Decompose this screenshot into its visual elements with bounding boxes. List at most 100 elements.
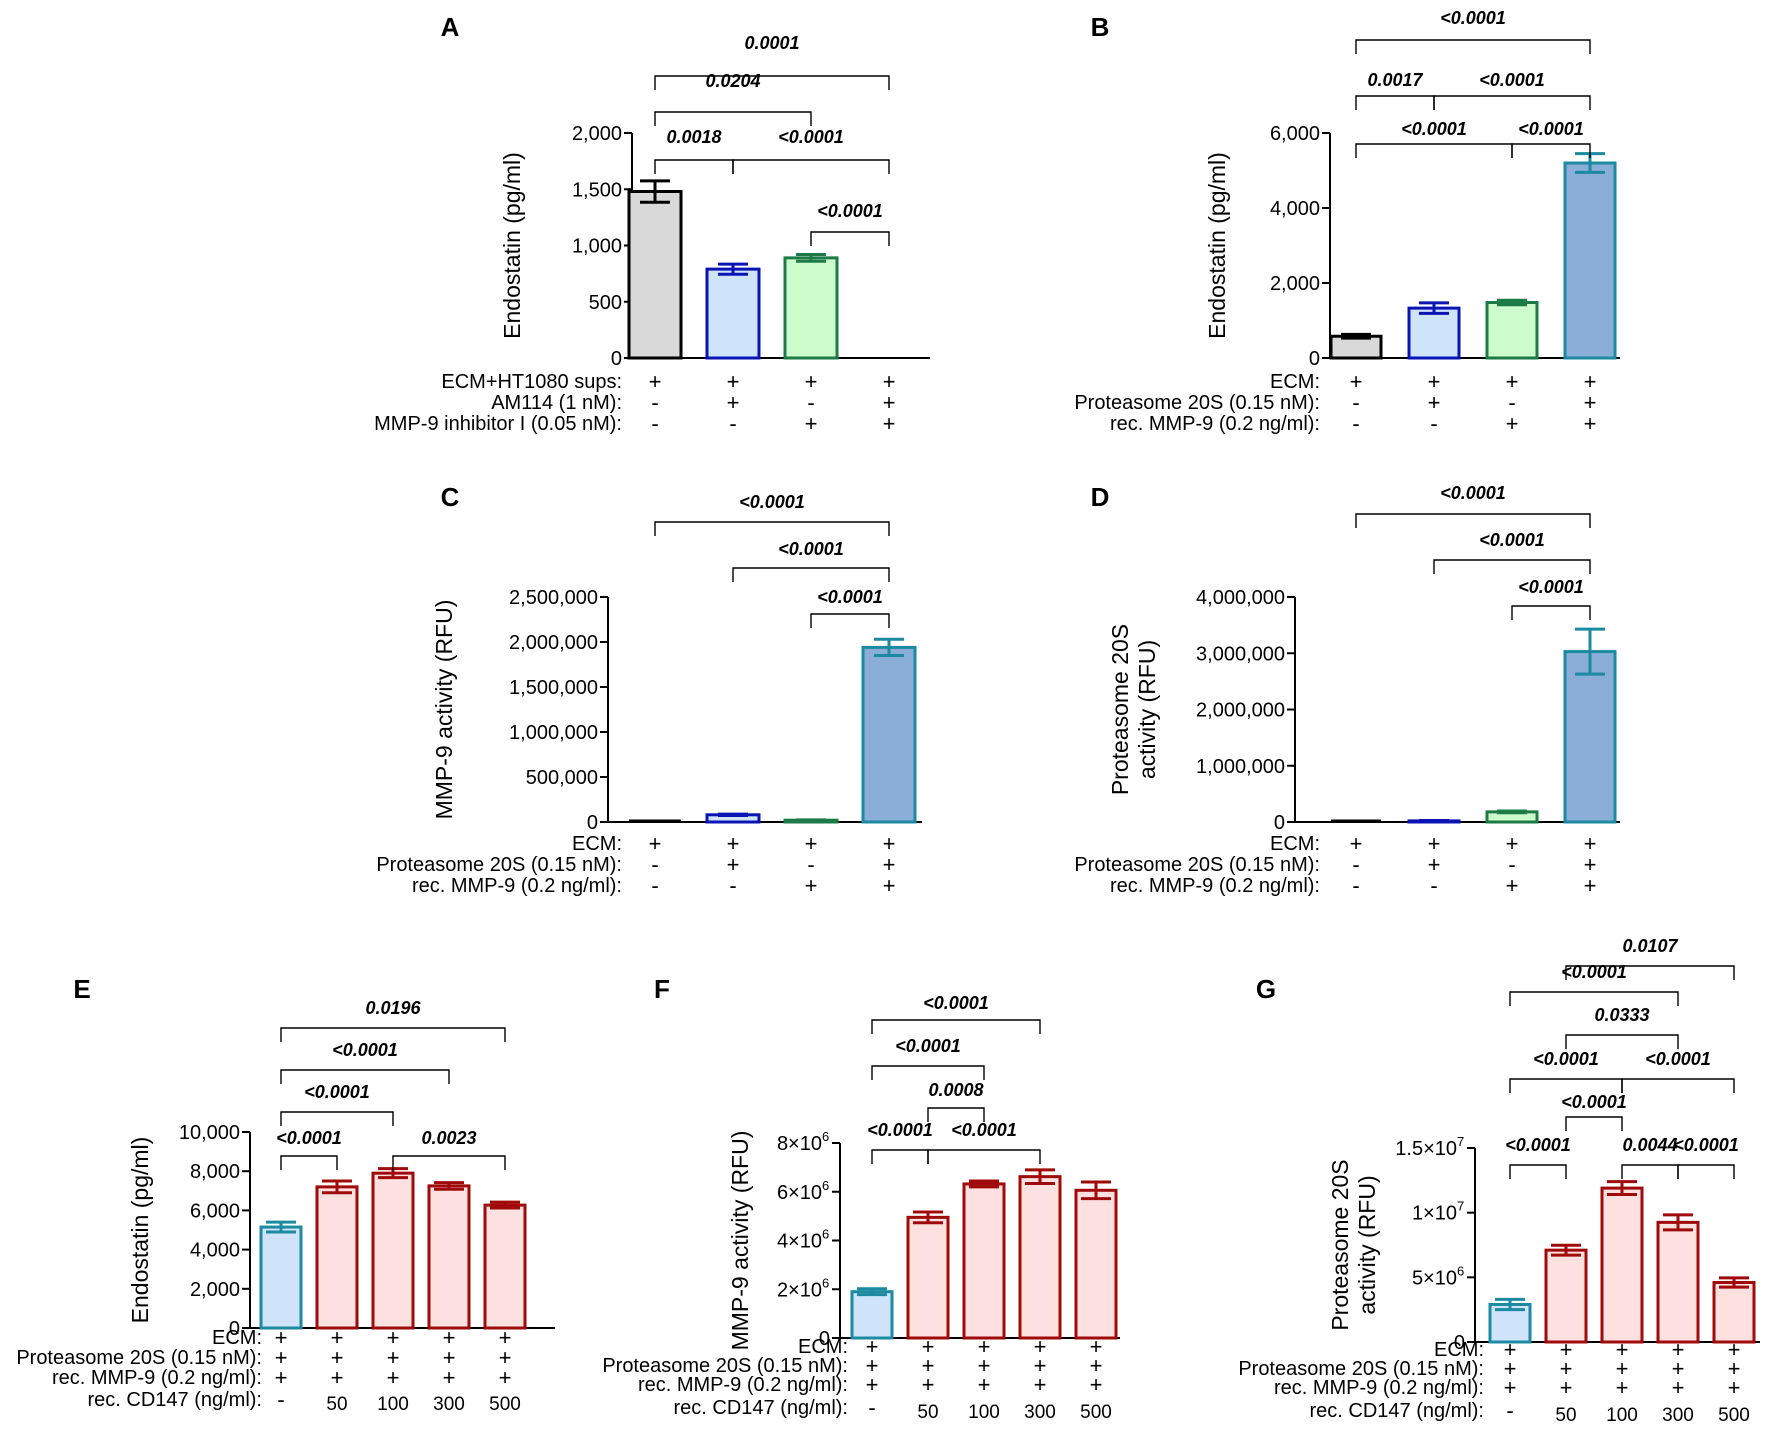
error-bar xyxy=(1419,301,1449,315)
p-value-label: 0.0204 xyxy=(705,71,760,91)
error-bar xyxy=(1081,1180,1111,1201)
treatment-label: rec. CD147 (ng/ml): xyxy=(88,1389,263,1411)
y-tick-label: 2,000 xyxy=(1270,273,1320,295)
treatment-value: + xyxy=(805,369,818,394)
treatment-value: + xyxy=(1506,831,1519,856)
significance-bracket: <0.0001 xyxy=(1511,577,1591,620)
significance-bracket: 0.0196 xyxy=(280,998,506,1042)
error-bar xyxy=(913,1210,943,1225)
y-axis-label: MMP-9 activity (RFU) xyxy=(727,1131,753,1351)
y-tick-label: 4×10 xyxy=(777,1231,822,1253)
significance-bracket: <0.0001 xyxy=(867,1120,933,1164)
error-bar xyxy=(1575,627,1605,676)
treatment-value: + xyxy=(883,369,896,394)
treatment-value: - xyxy=(1430,411,1437,436)
treatment-value: + xyxy=(387,1345,400,1370)
treatment-label: ECM: xyxy=(798,1336,848,1358)
significance-bracket: <0.0001 xyxy=(927,1120,1041,1164)
treatment-label: ECM: xyxy=(572,833,622,855)
y-axis-label: Endostatin (pg/ml) xyxy=(127,1137,153,1324)
p-value-label: 0.0107 xyxy=(1622,936,1678,956)
significance-bracket: <0.0001 xyxy=(732,127,890,174)
treatment-value: + xyxy=(805,873,818,898)
p-value-label: <0.0001 xyxy=(867,1120,933,1140)
treatment-label: rec. MMP-9 (0.2 ng/ml): xyxy=(638,1374,848,1396)
y-tick-label: 8,000 xyxy=(190,1161,240,1183)
treatment-label: Proteasome 20S (0.15 nM): xyxy=(1238,1358,1484,1380)
y-tick-label: 0 xyxy=(1309,348,1320,370)
p-value-label: <0.0001 xyxy=(1479,530,1545,550)
p-value-label: <0.0001 xyxy=(1401,119,1467,139)
p-value-label: <0.0001 xyxy=(1561,1092,1627,1112)
panel-letter: D xyxy=(1091,482,1110,512)
treatment-value: + xyxy=(275,1325,288,1350)
treatment-value: + xyxy=(883,873,896,898)
treatment-value: + xyxy=(1728,1375,1741,1400)
treatment-value: + xyxy=(1584,831,1597,856)
treatment-value: 50 xyxy=(326,1394,347,1415)
error-bar xyxy=(322,1179,352,1195)
treatment-value: + xyxy=(1506,411,1519,436)
y-tick-label: 1,000,000 xyxy=(1196,756,1285,778)
treatment-value: + xyxy=(866,1334,879,1359)
treatment-value: + xyxy=(499,1325,512,1350)
significance-bracket: 0.0107 xyxy=(1565,936,1735,980)
y-tick-label: 0 xyxy=(587,812,598,834)
significance-bracket: 0.0333 xyxy=(1565,1005,1679,1049)
significance-bracket: <0.0001 xyxy=(1355,8,1591,54)
treatment-value: + xyxy=(1672,1356,1685,1381)
y-tick-label: 1,500 xyxy=(572,179,622,201)
y-tick-exponent: 7 xyxy=(1457,1134,1464,1149)
treatment-value: + xyxy=(1504,1375,1517,1400)
p-value-label: <0.0001 xyxy=(332,1040,398,1060)
y-tick-exponent: 6 xyxy=(822,1129,829,1144)
p-value-label: 0.0017 xyxy=(1367,70,1423,90)
treatment-value: + xyxy=(1350,369,1363,394)
y-tick-label: 0 xyxy=(819,1328,830,1350)
treatment-value: + xyxy=(1504,1337,1517,1362)
treatment-label: ECM: xyxy=(1270,833,1320,855)
panel-e: E 0 2,000 4,000 6,000 8,000 10,000 Endostatin (… xyxy=(16,974,555,1415)
panel-b: B 0 2,000 4,000 6,000 Endostatin (pg/ml) ECM: +… xyxy=(1074,8,1620,436)
treatment-value: + xyxy=(1584,411,1597,436)
p-value-label: 0.0044 xyxy=(1622,1135,1677,1155)
treatment-label: rec. MMP-9 (0.2 ng/ml): xyxy=(1274,1377,1484,1399)
treatment-value: + xyxy=(1616,1356,1629,1381)
significance-bracket: <0.0001 xyxy=(1511,119,1591,158)
treatment-label: ECM: xyxy=(212,1327,262,1349)
treatment-label: rec. CD147 (ng/ml): xyxy=(674,1397,849,1419)
y-tick-exponent: 6 xyxy=(1457,1263,1464,1278)
treatment-value: + xyxy=(978,1372,991,1397)
y-tick-label: 4,000 xyxy=(1270,198,1320,220)
p-value-label: <0.0001 xyxy=(1533,1049,1599,1069)
y-tick-label: 6,000 xyxy=(1270,123,1320,145)
significance-bracket: <0.0001 xyxy=(280,1082,394,1126)
bar xyxy=(371,1171,415,1330)
significance-bracket: <0.0001 xyxy=(654,492,890,536)
treatment-value: + xyxy=(1034,1372,1047,1397)
p-value-label: <0.0001 xyxy=(1561,962,1627,982)
y-tick-label: 8×10 xyxy=(777,1133,822,1155)
treatment-value: + xyxy=(866,1372,879,1397)
y-tick-label: 10,000 xyxy=(179,1122,240,1144)
y-tick-label: 0 xyxy=(1274,812,1285,834)
treatment-value: + xyxy=(727,390,740,415)
treatment-label: Proteasome 20S (0.15 nM): xyxy=(376,854,622,876)
p-value-label: <0.0001 xyxy=(1440,483,1506,503)
p-value-label: <0.0001 xyxy=(1505,1135,1571,1155)
treatment-value: 300 xyxy=(1024,1402,1056,1423)
treatment-value: + xyxy=(978,1353,991,1378)
significance-bracket: <0.0001 xyxy=(732,539,890,582)
bar xyxy=(627,190,683,360)
treatment-value: - xyxy=(1430,873,1437,898)
treatment-value: - xyxy=(651,873,658,898)
treatment-value: + xyxy=(443,1365,456,1390)
treatment-value: + xyxy=(1428,852,1441,877)
error-bar xyxy=(1497,809,1527,815)
p-value-label: <0.0001 xyxy=(1440,8,1506,28)
treatment-value: + xyxy=(331,1365,344,1390)
treatment-value: + xyxy=(331,1345,344,1370)
